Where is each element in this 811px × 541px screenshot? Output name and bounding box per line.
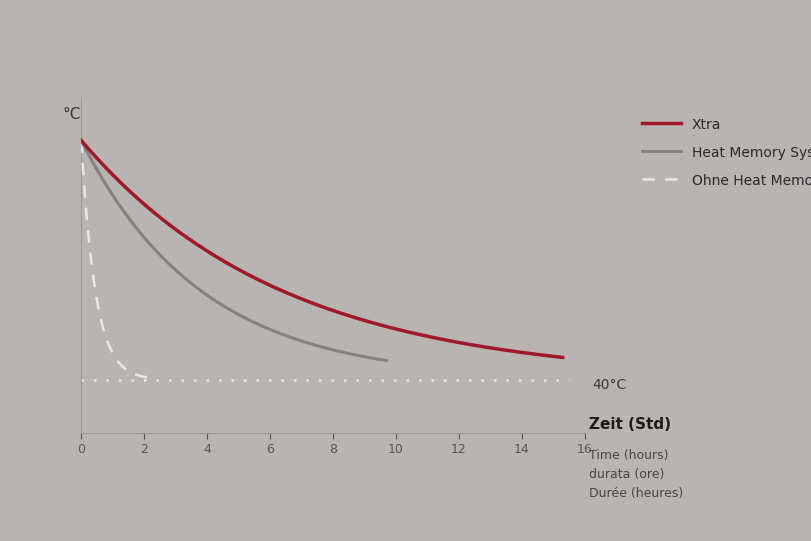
Text: Time (hours)
durata (ore)
Durée (heures): Time (hours) durata (ore) Durée (heures) (588, 449, 682, 500)
Text: 40°C: 40°C (592, 378, 626, 392)
Legend: Xtra, Heat Memory System, Ohne Heat Memory System: Xtra, Heat Memory System, Ohne Heat Memo… (634, 111, 811, 195)
Text: Zeit (Std): Zeit (Std) (588, 417, 670, 432)
Text: °C: °C (62, 107, 81, 122)
